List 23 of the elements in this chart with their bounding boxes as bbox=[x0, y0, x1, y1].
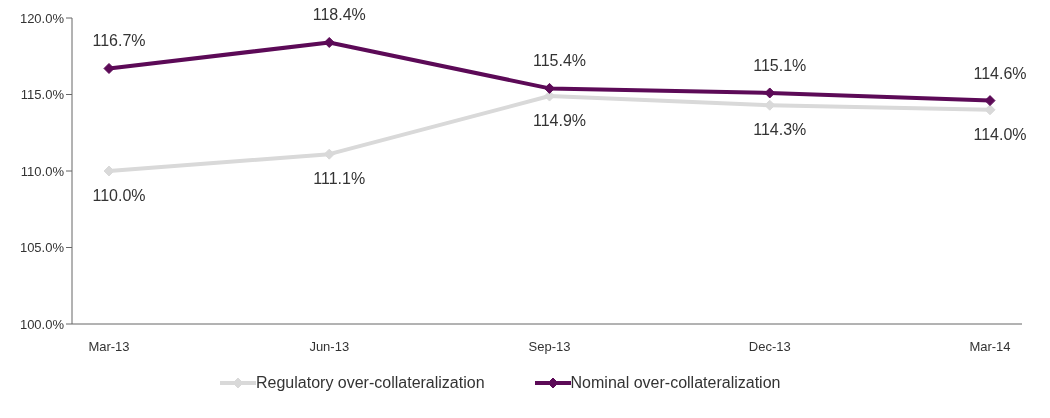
data-label: 114.0% bbox=[973, 125, 1027, 143]
point bbox=[544, 82, 555, 94]
data-label: 116.7% bbox=[92, 32, 146, 50]
y-tick-label: 100.0% bbox=[19, 316, 65, 332]
data-label: 110.0% bbox=[92, 187, 146, 204]
data-label: 115.4% bbox=[532, 52, 587, 70]
data-label: 118.4% bbox=[312, 6, 366, 24]
x-tick-label: Sep-13 bbox=[528, 339, 571, 355]
data-label: 114.6% bbox=[973, 64, 1027, 82]
x-tick-label: Mar-13 bbox=[88, 339, 130, 355]
y-tick-label: 120.0% bbox=[19, 10, 65, 26]
legend-label: Regulatory over-collateralization bbox=[256, 374, 485, 392]
legend-label: Nominal over-collateralization bbox=[570, 374, 781, 392]
data-label: 114.3% bbox=[753, 121, 807, 139]
data-label: 115.1% bbox=[753, 56, 807, 74]
y-tick-label: 105.0% bbox=[19, 240, 65, 256]
y-tick-label: 110.0% bbox=[20, 163, 65, 179]
data-label: 114.9% bbox=[532, 112, 587, 130]
x-tick-label: Jun-13 bbox=[309, 339, 350, 355]
x-tick-label: Mar-14 bbox=[969, 339, 1011, 355]
x-tick-label: Dec-13 bbox=[748, 339, 791, 355]
y-tick-label: 115.0% bbox=[20, 87, 65, 103]
data-label: 111.1% bbox=[313, 170, 366, 188]
